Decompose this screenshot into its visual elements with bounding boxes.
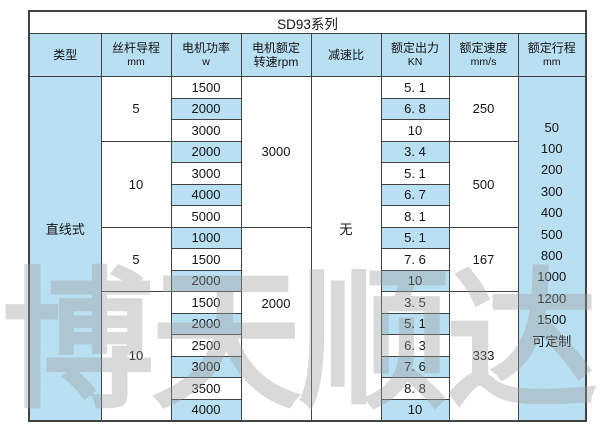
cell-output: 6. 7 <box>380 183 450 206</box>
table-row: 10 1500 3. 5 333 <box>29 291 586 421</box>
cell-speed: 500 <box>448 140 519 228</box>
table-row: 5000 8. 1 <box>29 205 586 228</box>
cell-power: 2000 <box>170 269 242 292</box>
cell-output: 7. 6 <box>380 248 450 271</box>
table-row: 3000 7. 6 <box>29 355 586 378</box>
col-header-power: 电机功率 w <box>170 33 242 77</box>
cell-lead: 10 <box>100 140 172 228</box>
table-row: 2000 5. 1 <box>29 312 586 335</box>
cell-speed: 333 <box>448 291 519 421</box>
table-row: 2500 6. 3 <box>29 334 586 357</box>
cell-lead: 5 <box>100 226 172 292</box>
cell-output: 10 <box>380 269 450 292</box>
cell-output: 8. 1 <box>380 205 450 228</box>
cell-power: 3000 <box>170 119 242 142</box>
cell-power: 5000 <box>170 205 242 228</box>
cell-reduction-ratio: 无 <box>310 76 382 421</box>
col-header-stroke: 额定行程 mm <box>517 33 587 77</box>
cell-power: 1000 <box>170 226 242 249</box>
cell-output: 5. 1 <box>380 226 450 249</box>
cell-power: 2000 <box>170 312 242 335</box>
cell-output: 3. 4 <box>380 140 450 163</box>
col-header-lead: 丝杆导程 mm <box>100 33 172 77</box>
cell-rpm: 3000 <box>240 76 312 228</box>
table-row: 直线式 5 1500 3000 无 5. 1 250 50 100 200 30… <box>28 76 587 421</box>
cell-power: 2000 <box>170 97 242 120</box>
cell-power: 3000 <box>170 162 242 185</box>
cell-output: 5. 1 <box>380 76 450 99</box>
cell-lead: 10 <box>100 291 172 421</box>
cell-power: 4000 <box>170 398 242 421</box>
col-header-ratio: 减速比 <box>310 33 382 77</box>
cell-power: 3000 <box>170 355 242 378</box>
col-header-output: 额定出力 KN <box>380 33 450 77</box>
cell-speed: 250 <box>448 76 519 142</box>
cell-rpm: 2000 <box>240 226 312 421</box>
header-row: 类型 丝杆导程 mm 电机功率 w 电机额定 转速rpm 减速比 额定出力 KN 额定速… <box>28 33 587 77</box>
table-row: 5 1000 2000 5. 1 167 <box>29 226 586 421</box>
cell-output: 10 <box>380 398 450 421</box>
table-row: 2000 6. 8 <box>29 97 586 120</box>
cell-stroke-list: 50 100 200 300 400 500 800 1000 1200 150… <box>517 76 587 421</box>
table-row: 2000 10 <box>29 269 586 292</box>
spec-table: SD93系列 类型 丝杆导程 mm 电机功率 w 电机额定 转速rpm 减速比 额定出… <box>28 10 588 422</box>
cell-speed: 167 <box>448 226 519 292</box>
cell-power: 1500 <box>170 291 242 314</box>
table-row: 10 2000 3. 4 500 <box>29 140 586 228</box>
cell-power: 1500 <box>170 248 242 271</box>
table-row: 4000 6. 7 <box>29 183 586 206</box>
cell-output: 6. 3 <box>380 334 450 357</box>
cell-power: 4000 <box>170 183 242 206</box>
col-header-type: 类型 <box>28 33 102 77</box>
cell-output: 7. 6 <box>380 355 450 378</box>
cell-output: 10 <box>380 119 450 142</box>
cell-power: 2000 <box>170 140 242 163</box>
cell-power: 1500 <box>170 76 242 99</box>
cell-output: 6. 8 <box>380 97 450 120</box>
col-header-rpm: 电机额定 转速rpm <box>240 33 312 77</box>
cell-output: 3. 5 <box>380 291 450 314</box>
table-row: 4000 10 <box>29 398 586 421</box>
table-title: SD93系列 <box>28 10 587 34</box>
cell-lead: 5 <box>100 76 172 142</box>
cell-power: 3500 <box>170 377 242 400</box>
cell-power: 2500 <box>170 334 242 357</box>
cell-output: 5. 1 <box>380 312 450 335</box>
cell-type: 直线式 <box>28 76 102 421</box>
cell-output: 8. 8 <box>380 377 450 400</box>
cell-output: 5. 1 <box>380 162 450 185</box>
col-header-speed: 额定速度 mm/s <box>448 33 519 77</box>
